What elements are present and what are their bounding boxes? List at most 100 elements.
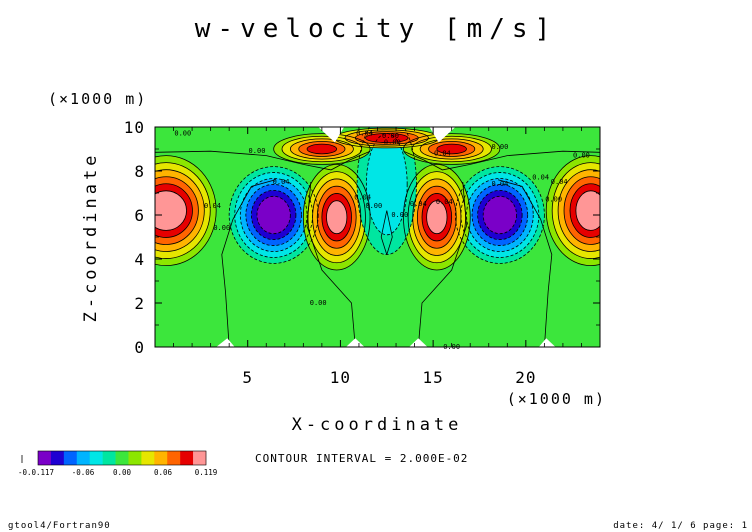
footer-left: gtool4/Fortran90 bbox=[8, 521, 111, 531]
top-band-contour-2 bbox=[344, 129, 429, 147]
contour-label-5: 0.04 bbox=[434, 149, 451, 157]
y-axis-title: Z-coordinate bbox=[81, 152, 101, 323]
edge-notch-5 bbox=[409, 338, 428, 347]
x-axis-title: X-coordinate bbox=[292, 415, 463, 435]
colorbar-swatch-3 bbox=[63, 451, 78, 465]
left-downdraft-contour-4 bbox=[245, 184, 302, 246]
central-downdraft-contour-2 bbox=[365, 133, 408, 236]
right-downdraft-contour-5 bbox=[477, 189, 523, 241]
plot-area: 0.000.000.040.000.040.000.000.040.040.04… bbox=[124, 118, 601, 387]
upper-right-band-contour-3 bbox=[419, 138, 484, 160]
colorbar-swatch-2 bbox=[50, 451, 65, 465]
zero-contour-7 bbox=[380, 210, 393, 255]
right-downdraft-contour-3 bbox=[466, 178, 534, 252]
contour-label-21: 0.04 bbox=[551, 178, 568, 186]
center-left-updraft-contour-5 bbox=[321, 193, 352, 242]
colorbar-swatch-10 bbox=[154, 451, 168, 465]
edge-notch-2 bbox=[429, 127, 456, 143]
left-downdraft-contour-6 bbox=[256, 195, 291, 235]
upper-right-band-contour-2 bbox=[411, 135, 492, 163]
left-downdraft-contour-1 bbox=[228, 166, 319, 264]
edge-notch-4 bbox=[345, 338, 365, 347]
contour-label-18: 0.00 bbox=[310, 299, 327, 307]
contour-label-8: 0.04 bbox=[204, 202, 221, 210]
center-right-updraft-contour-5 bbox=[421, 193, 453, 242]
central-downdraft-level-2 bbox=[366, 133, 408, 235]
edge-notch-6 bbox=[538, 338, 556, 347]
colorbar-swatch-7 bbox=[115, 451, 129, 465]
colorbar-swatch-5 bbox=[89, 451, 103, 465]
x-axis-unit: (×1000 m) bbox=[507, 390, 606, 408]
colorbar-tick-label-1: -0.0.117 bbox=[18, 468, 54, 477]
colorbar-swatch-13 bbox=[193, 451, 207, 465]
y-tick-label-4: 6 bbox=[134, 206, 145, 225]
left-updraft-contour-6 bbox=[155, 190, 187, 231]
colorbar-swatch-6 bbox=[102, 451, 116, 465]
upper-left-band-contour-3 bbox=[289, 138, 354, 160]
upper-right-band-level-5 bbox=[436, 144, 467, 154]
contour-label-11: 0.00 bbox=[365, 202, 382, 210]
colorbar-tick-label-4: 0.06 bbox=[154, 468, 173, 477]
center-right-updraft-contour-6 bbox=[426, 200, 448, 235]
contour-label-13: 0.04 bbox=[436, 198, 453, 206]
zero-contour-5 bbox=[306, 181, 356, 347]
upper-left-band-contour-1 bbox=[273, 133, 371, 165]
zero-contour-1 bbox=[155, 150, 371, 171]
x-tick-label-1: 5 bbox=[242, 368, 253, 387]
center-right-updraft-contour-4 bbox=[416, 185, 457, 249]
contour-label-14: 0.00 bbox=[391, 211, 408, 219]
y-tick-label-2: 2 bbox=[134, 294, 145, 313]
upper-right-band-contour-1 bbox=[403, 133, 501, 165]
contour-label-1: 0.00 bbox=[174, 130, 191, 138]
center-right-updraft-contour-3 bbox=[412, 178, 462, 256]
top-band-contour-3 bbox=[354, 131, 419, 145]
upper-right-band-contour-5 bbox=[436, 143, 467, 155]
upper-left-band-contour-5 bbox=[306, 143, 338, 155]
footer-right: date: 4/ 1/ 6 page: 1 bbox=[613, 521, 748, 531]
contour-label-10: 0.04 bbox=[354, 193, 371, 201]
left-updraft-contour-3 bbox=[155, 169, 205, 252]
zero-contour-4 bbox=[497, 179, 553, 347]
x-tick-label-3: 15 bbox=[422, 368, 443, 387]
y-tick-label-6: 10 bbox=[124, 118, 145, 137]
contour-label-22: 0.00 bbox=[382, 132, 399, 140]
right-updraft-contour-4 bbox=[563, 176, 600, 245]
contour-label-17: 0.00 bbox=[213, 224, 230, 232]
right-updraft-contour-3 bbox=[557, 169, 600, 252]
y-tick-label-1: 0 bbox=[134, 338, 145, 357]
upper-left-band-contour-4 bbox=[298, 141, 346, 157]
left-updraft-contour-2 bbox=[155, 162, 211, 259]
colorbar: -0.0.117 -0.06 0.00 0.06 0.119 bbox=[18, 450, 218, 477]
center-left-updraft-contour-1 bbox=[302, 163, 371, 271]
y-axis-unit: (×1000 m) bbox=[48, 90, 147, 108]
center-right-updraft-contour-1 bbox=[403, 163, 471, 271]
colorbar-swatch-4 bbox=[76, 451, 90, 465]
center-left-updraft-contour-6 bbox=[326, 200, 348, 235]
colorbar-swatch-1 bbox=[38, 451, 52, 465]
contour-label-16: 0.00 bbox=[545, 196, 562, 204]
center-right-updraft-level-6 bbox=[426, 200, 448, 234]
left-downdraft-contour-5 bbox=[251, 189, 297, 241]
upper-left-band-level-5 bbox=[307, 144, 337, 154]
zero-contour-2 bbox=[403, 150, 600, 171]
colorbar-tick-label-5: 0.119 bbox=[195, 468, 218, 477]
x-tick-label-4: 20 bbox=[515, 368, 536, 387]
colorbar-swatch-12 bbox=[180, 451, 194, 465]
upper-left-band-contour-2 bbox=[281, 135, 363, 163]
chart-title: w-velocity [m/s] bbox=[195, 14, 557, 44]
right-updraft-contour-2 bbox=[551, 162, 600, 259]
colorbar-swatch-11 bbox=[167, 451, 181, 465]
colorbar-swatch-8 bbox=[128, 451, 142, 465]
contour-label-7: 0.00 bbox=[573, 152, 590, 160]
right-updraft-contour-5 bbox=[569, 183, 600, 238]
center-left-updraft-contour-4 bbox=[316, 185, 357, 249]
contour-lines bbox=[155, 127, 600, 347]
right-updraft-level-6 bbox=[575, 190, 600, 231]
top-band-level-4 bbox=[365, 133, 409, 143]
contour-label-9: 0.04 bbox=[273, 178, 290, 186]
left-updraft-contour-1 bbox=[155, 155, 217, 266]
upper-right-band-contour-4 bbox=[428, 141, 476, 157]
contour-label-15: 0.04 bbox=[491, 180, 508, 188]
zero-contour-3 bbox=[221, 179, 276, 347]
